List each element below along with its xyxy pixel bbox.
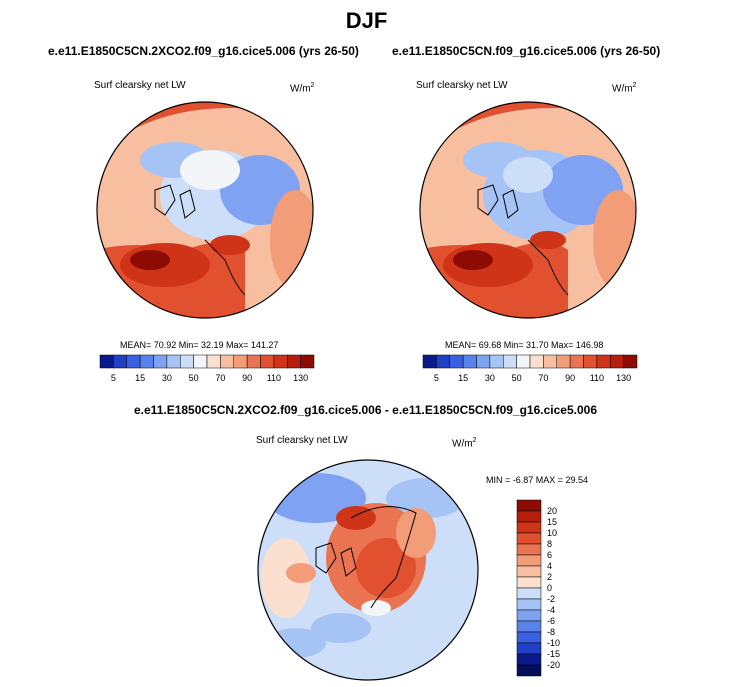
panel1-map: [96, 101, 314, 319]
panel2-map: [419, 101, 637, 319]
panel2-colorbar-swatch: [596, 354, 611, 369]
panel1-colorbar-swatch: [206, 354, 221, 369]
panel1-colorbar-swatch: [233, 354, 248, 369]
panel3-colorbar-tick-label: -15: [547, 649, 560, 659]
panel1-colorbar-tick-label: 90: [242, 373, 252, 383]
panel2-colorbar-tick-label: 90: [565, 373, 575, 383]
panel2-colorbar-swatch: [476, 354, 491, 369]
panel3-stats: MIN = -6.87 MAX = 29.54: [486, 475, 589, 485]
panel3-variable: Surf clearsky net LW: [256, 435, 348, 446]
panel2-colorbar: 5 15 30 50 70 90 110 130: [422, 354, 638, 383]
panel3-colorbar-swatch: [516, 642, 542, 655]
panel1-colorbar-tick-label: 50: [189, 373, 199, 383]
panel1-colorbar-swatch: [139, 354, 154, 369]
panel3-colorbar-swatch: [516, 631, 542, 644]
panel3-units: W/m2: [452, 437, 477, 450]
panel2-colorbar-swatch: [489, 354, 504, 369]
panel2-variable: Surf clearsky net LW: [416, 80, 508, 91]
panel3-colorbar-tick-label: -10: [547, 638, 560, 648]
panel1-colorbar-swatch: [220, 354, 234, 369]
panel3-colorbar-tick-label: -6: [547, 616, 555, 626]
panel3-colorbar-swatch: [516, 587, 542, 600]
panel3-colorbar-tick-label: 20: [547, 506, 557, 516]
panel3-colorbar-tick-label: 0: [547, 583, 552, 593]
panel3-colorbar-tick-label: 2: [547, 572, 552, 582]
panel3-colorbar-swatch: [516, 576, 542, 589]
panel3-colorbar-swatch: [516, 499, 542, 512]
panel2-colorbar-swatch: [436, 354, 450, 369]
panel2-colorbar-tick-label: 50: [512, 373, 522, 383]
panel2-colorbar-tick-label: 70: [538, 373, 548, 383]
panel2-colorbar-tick-label: 5: [434, 373, 439, 383]
panel3-colorbar-swatch: [516, 653, 542, 666]
panel3-map: [257, 459, 479, 681]
panel1-colorbar-tick-label: 15: [135, 373, 145, 383]
panel1-colorbar-swatch: [126, 354, 141, 369]
panel1-colorbar-tick-label: 110: [267, 373, 281, 383]
panel3-colorbar-tick-label: 8: [547, 539, 552, 549]
panel1-colorbar-swatch: [287, 354, 301, 369]
panel2-colorbar-swatch: [503, 354, 517, 369]
panel2-colorbar-swatch: [623, 354, 638, 369]
panel1-colorbar-swatch: [300, 354, 315, 369]
panel3-colorbar-swatch: [516, 521, 542, 534]
panel1-colorbar-swatch: [273, 354, 288, 369]
panel2-colorbar-swatch: [569, 354, 584, 369]
panel3-colorbar-swatch: [516, 554, 542, 567]
panel2-units: W/m2: [612, 82, 637, 95]
panel2-colorbar-swatch: [543, 354, 557, 369]
panel2-title: e.e11.E1850C5CN.f09_g16.cice5.006 (yrs 2…: [392, 44, 661, 58]
panel3-colorbar-tick-label: -20: [547, 660, 560, 670]
panel3-colorbar-tick-label: 6: [547, 550, 552, 560]
page-title: DJF: [345, 8, 388, 33]
panel3-colorbar-swatch: [516, 598, 542, 611]
panel3-colorbar-tick-label: -2: [547, 594, 555, 604]
panel2-colorbar-tick-label: 30: [485, 373, 495, 383]
panel1-colorbar: 5 15 30 50 70 90 110 130: [99, 354, 315, 383]
panel2-colorbar-swatch: [449, 354, 464, 369]
panel3-colorbar-swatch: [516, 532, 542, 545]
panel3-title: e.e11.E1850C5CN.2XCO2.f09_g16.cice5.006 …: [134, 403, 597, 417]
panel2-colorbar-swatch: [462, 354, 477, 369]
panel3-colorbar-tick-label: 10: [547, 528, 557, 538]
panel3-colorbar-swatch: [516, 620, 542, 633]
panel3-colorbar-tick-label: -4: [547, 605, 555, 615]
panel2-colorbar-swatch: [422, 354, 437, 369]
panel1-colorbar-swatch: [99, 354, 114, 369]
panel1-colorbar-tick-label: 130: [293, 373, 308, 383]
panel2-colorbar-swatch: [556, 354, 571, 369]
panel3-colorbar-swatch: [516, 543, 542, 556]
panel1-variable: Surf clearsky net LW: [94, 80, 186, 91]
panel2-colorbar-swatch: [610, 354, 624, 369]
panel1-colorbar-swatch: [193, 354, 208, 369]
panel1-units: W/m2: [290, 82, 315, 95]
panel1-colorbar-tick-label: 5: [111, 373, 116, 383]
panel2-colorbar-swatch: [516, 354, 531, 369]
panel3-colorbar-swatch: [516, 664, 542, 677]
panel1-title: e.e11.E1850C5CN.2XCO2.f09_g16.cice5.006 …: [48, 44, 359, 58]
panel2-stats: MEAN= 69.68 Min= 31.70 Max= 146.98: [445, 340, 604, 350]
panel2-colorbar-swatch: [583, 354, 598, 369]
panel1-colorbar-swatch: [180, 354, 194, 369]
panel1-colorbar-tick-label: 30: [162, 373, 172, 383]
panel3-colorbar-swatch: [516, 565, 542, 578]
panel1-colorbar-swatch: [153, 354, 168, 369]
panel1-colorbar-swatch: [166, 354, 181, 369]
panel3-colorbar-tick-label: 4: [547, 561, 552, 571]
panel2-colorbar-tick-label: 15: [458, 373, 468, 383]
panel2-colorbar-swatch: [529, 354, 544, 369]
panel1-colorbar-tick-label: 70: [215, 373, 225, 383]
panel3-colorbar-swatch: [516, 609, 542, 622]
panel3-colorbar-swatch: [516, 510, 542, 523]
panel1-colorbar-swatch: [246, 354, 261, 369]
panel1-colorbar-swatch: [260, 354, 275, 369]
panel1-colorbar-swatch: [113, 354, 127, 369]
panel2-colorbar-tick-label: 110: [590, 373, 604, 383]
panel3-colorbar-tick-label: 15: [547, 517, 557, 527]
panel1-stats: MEAN= 70.92 Min= 32.19 Max= 141.27: [120, 340, 279, 350]
panel3-colorbar-tick-label: -8: [547, 627, 555, 637]
panel2-colorbar-tick-label: 130: [616, 373, 631, 383]
